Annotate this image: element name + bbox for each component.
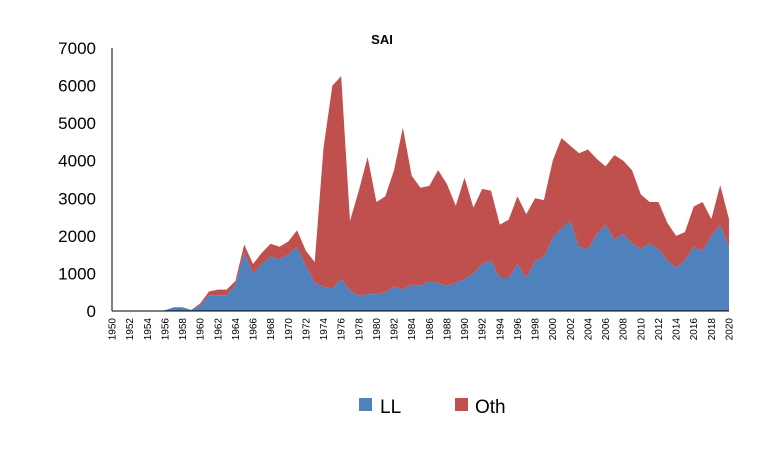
x-tick-label: 1984 <box>407 318 418 341</box>
x-tick-label: 1950 <box>108 318 119 341</box>
x-tick-label: 2000 <box>548 318 559 341</box>
x-tick-label: 1994 <box>495 318 506 341</box>
chart-title: SAI <box>371 32 393 47</box>
y-tick-label: 1000 <box>58 264 96 283</box>
x-tick-label: 1952 <box>125 318 136 341</box>
x-tick-label: 1980 <box>372 318 383 341</box>
x-tick-label: 2002 <box>566 318 577 341</box>
x-tick-label: 1978 <box>354 318 365 341</box>
x-tick-label: 2010 <box>636 318 647 341</box>
x-tick-label: 2008 <box>619 318 630 341</box>
x-tick-label: 1988 <box>442 318 453 341</box>
y-tick-label: 4000 <box>58 152 96 171</box>
x-tick-label: 1956 <box>160 318 171 341</box>
x-tick-label: 1968 <box>266 318 277 341</box>
legend-label-oth: Oth <box>475 397 506 418</box>
x-tick-label: 1962 <box>213 318 224 341</box>
y-tick-label: 7000 <box>58 39 96 58</box>
legend-label-ll: LL <box>380 397 401 418</box>
x-tick-label: 2018 <box>707 318 718 341</box>
y-tick-label: 0 <box>87 302 96 321</box>
plot-area <box>112 76 729 312</box>
x-axis-tick-labels: 1950 1952 1954 1956 1958 1960 1962 1964 1966 1968… <box>108 318 736 341</box>
legend-swatch-ll <box>359 398 372 411</box>
y-tick-label: 6000 <box>58 77 96 96</box>
legend-swatch-oth <box>455 398 468 411</box>
x-tick-label: 1996 <box>513 318 524 341</box>
x-tick-label: 1970 <box>284 318 295 341</box>
x-tick-label: 2020 <box>725 318 736 341</box>
x-tick-label: 1972 <box>301 318 312 341</box>
x-tick-label: 1990 <box>460 318 471 341</box>
x-tick-label: 2004 <box>583 318 594 341</box>
legend: LL Oth <box>359 397 506 418</box>
x-tick-label: 1964 <box>231 318 242 341</box>
y-tick-label: 3000 <box>58 189 96 208</box>
x-tick-label: 1958 <box>178 318 189 341</box>
x-tick-label: 1982 <box>390 318 401 341</box>
area-series-ll <box>112 220 729 311</box>
x-tick-label: 1998 <box>531 318 542 341</box>
y-tick-label: 5000 <box>58 114 96 133</box>
x-tick-label: 1976 <box>337 318 348 341</box>
x-tick-label: 2006 <box>601 318 612 341</box>
x-tick-label: 2016 <box>689 318 700 341</box>
x-tick-label: 1992 <box>478 318 489 341</box>
x-tick-label: 1966 <box>249 318 260 341</box>
x-tick-label: 2014 <box>672 318 683 341</box>
x-tick-label: 1974 <box>319 318 330 341</box>
x-tick-label: 1960 <box>196 318 207 341</box>
y-tick-label: 2000 <box>58 227 96 246</box>
y-axis-tick-labels: 0 1000 2000 3000 4000 5000 6000 7000 <box>58 39 96 321</box>
area-series-oth <box>112 76 729 312</box>
x-tick-label: 1986 <box>425 318 436 341</box>
x-tick-label: 2012 <box>654 318 665 341</box>
x-tick-label: 1954 <box>143 318 154 341</box>
